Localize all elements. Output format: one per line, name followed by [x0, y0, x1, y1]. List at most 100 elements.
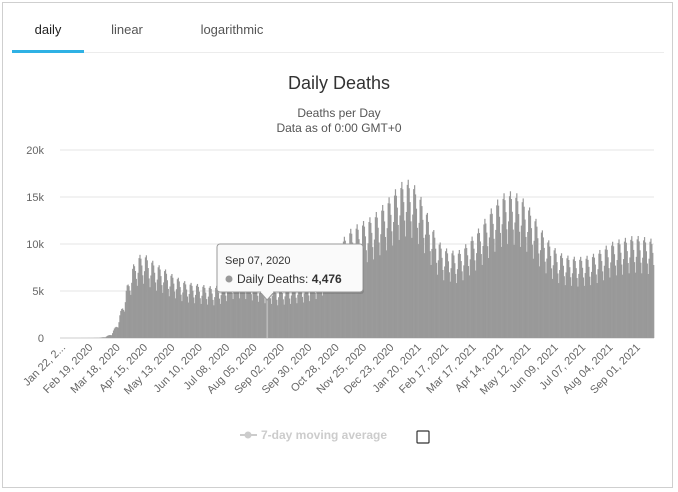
bar[interactable] [540, 232, 543, 338]
bar[interactable] [154, 282, 157, 338]
bar[interactable] [265, 294, 267, 338]
bar[interactable] [407, 179, 409, 338]
bar[interactable] [609, 277, 611, 338]
bar[interactable] [440, 248, 442, 338]
bar[interactable] [286, 285, 288, 338]
bar[interactable] [209, 286, 211, 338]
bar[interactable] [171, 273, 173, 338]
bar[interactable] [497, 205, 500, 338]
bar[interactable] [279, 286, 282, 338]
bar[interactable] [570, 277, 572, 338]
bar[interactable] [608, 268, 610, 338]
bar[interactable] [588, 266, 590, 338]
bar[interactable] [515, 197, 517, 338]
bar[interactable] [136, 285, 138, 338]
bar[interactable] [549, 255, 552, 338]
bar[interactable] [647, 274, 649, 338]
bar[interactable] [601, 261, 603, 338]
bar[interactable] [604, 249, 606, 338]
bar[interactable] [212, 299, 214, 338]
bar[interactable] [309, 301, 311, 338]
bar[interactable] [186, 296, 189, 338]
bar[interactable] [556, 262, 558, 338]
bar[interactable] [368, 222, 370, 338]
bar[interactable] [479, 241, 481, 338]
bar[interactable] [432, 231, 434, 338]
bar[interactable] [196, 283, 199, 338]
bar[interactable] [206, 304, 209, 338]
bar[interactable] [215, 287, 217, 338]
bar[interactable] [142, 275, 144, 338]
bar[interactable] [488, 237, 491, 338]
bar[interactable] [199, 298, 201, 338]
bar[interactable] [577, 286, 579, 338]
bar[interactable] [208, 287, 210, 338]
bar[interactable] [164, 269, 167, 338]
tab-daily[interactable]: daily [12, 12, 84, 53]
bar[interactable] [261, 285, 263, 338]
bar[interactable] [111, 335, 113, 338]
bar[interactable] [223, 284, 225, 338]
bar[interactable] [592, 253, 595, 338]
bar[interactable] [444, 266, 446, 338]
bar[interactable] [267, 283, 269, 338]
bar[interactable] [438, 244, 440, 338]
bar[interactable] [160, 276, 162, 338]
bar[interactable] [329, 278, 331, 338]
bar[interactable] [371, 232, 373, 338]
bar[interactable] [269, 298, 272, 338]
bar[interactable] [603, 265, 606, 338]
bar[interactable] [601, 271, 604, 338]
bar[interactable] [403, 220, 406, 338]
bar[interactable] [296, 303, 298, 338]
bar[interactable] [622, 259, 625, 338]
bar[interactable] [177, 277, 179, 338]
bar[interactable] [510, 199, 512, 338]
bar[interactable] [638, 241, 640, 338]
bar[interactable] [648, 258, 650, 338]
bar[interactable] [554, 248, 556, 338]
bar[interactable] [103, 337, 106, 338]
bar[interactable] [499, 232, 502, 338]
bar[interactable] [143, 283, 145, 338]
bar[interactable] [520, 225, 522, 338]
bar[interactable] [575, 268, 577, 338]
bar[interactable] [533, 240, 535, 338]
bar[interactable] [195, 285, 198, 338]
bar[interactable] [501, 224, 503, 338]
bar[interactable] [141, 265, 143, 338]
bar[interactable] [217, 292, 220, 338]
bar[interactable] [331, 262, 334, 338]
bar[interactable] [560, 255, 562, 338]
bar[interactable] [633, 249, 635, 338]
bar[interactable] [417, 244, 419, 338]
bar[interactable] [183, 282, 185, 338]
bar[interactable] [255, 283, 257, 338]
bar[interactable] [241, 276, 243, 338]
bar[interactable] [420, 196, 422, 338]
bar[interactable] [297, 294, 299, 338]
bar[interactable] [119, 315, 121, 338]
bar[interactable] [481, 264, 483, 338]
bar[interactable] [637, 235, 639, 338]
bar[interactable] [460, 261, 462, 338]
bar[interactable] [505, 212, 507, 338]
bar[interactable] [222, 282, 224, 338]
bar[interactable] [574, 261, 576, 338]
bar[interactable] [365, 250, 367, 338]
bar[interactable] [366, 262, 368, 338]
bar[interactable] [190, 282, 192, 338]
bar[interactable] [558, 283, 560, 338]
bar[interactable] [617, 242, 619, 338]
bar[interactable] [553, 250, 555, 338]
bar[interactable] [188, 294, 190, 338]
bar[interactable] [158, 265, 160, 338]
bar[interactable] [370, 222, 372, 338]
bar[interactable] [151, 262, 153, 338]
bar[interactable] [232, 299, 234, 338]
bar[interactable] [589, 276, 591, 338]
bar[interactable] [250, 294, 252, 338]
bar[interactable] [157, 267, 159, 338]
bar[interactable] [283, 304, 285, 338]
bar[interactable] [605, 245, 607, 338]
